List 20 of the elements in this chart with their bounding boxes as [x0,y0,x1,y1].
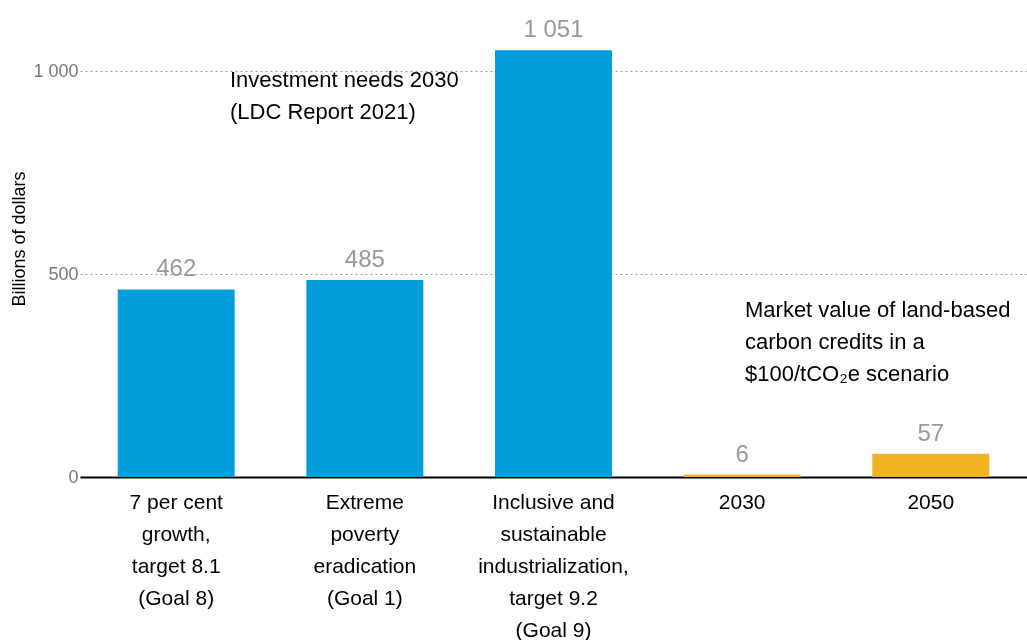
y-axis-title: Billions of dollars [9,171,30,307]
y-tick-label: 0 [68,466,79,487]
bar [872,453,990,477]
data-label: 485 [344,245,385,273]
annotation: Investment needs 2030 (LDC Report 2021) [230,67,459,124]
x-tick-label: 2030 [718,489,766,513]
data-label: 1 051 [523,15,584,43]
y-tick-label: 500 [48,263,79,284]
x-tick-label: Extreme poverty eradication (Goal 1) [313,489,417,609]
bar [306,280,424,477]
x-tick-label: Inclusive and sustainable industrialization, target 9.2 (Goal 9) [478,489,629,640]
annotation: Market value of land-based carbon credits in a $100/tCO₂e scenario [745,297,1011,386]
x-tick-label: 7 per cent growth, target 8.1 (Goal 8) [129,489,224,609]
y-tick-label: 1 000 [33,60,79,81]
bar [495,50,612,477]
data-label: 6 [735,439,749,467]
x-tick-label: 2050 [907,489,955,513]
bar [117,289,235,477]
data-label: 462 [156,254,197,282]
data-label: 57 [917,418,945,446]
